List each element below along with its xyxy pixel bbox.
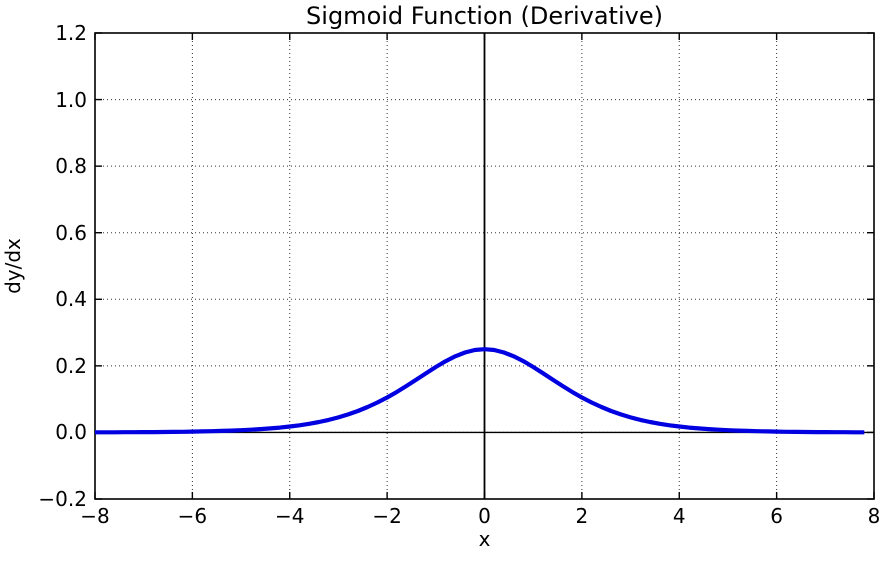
series-sigmoid-derivative bbox=[95, 347, 865, 435]
x-tick-label: −8 bbox=[80, 504, 110, 528]
y-tick-label: −0.2 bbox=[38, 487, 87, 511]
y-tick-label: 0.4 bbox=[55, 287, 87, 312]
axes-spines bbox=[94, 32, 875, 500]
chart-title: Sigmoid Function (Derivative) bbox=[306, 2, 663, 30]
y-tick-label: 0.8 bbox=[55, 154, 87, 179]
x-tick-label: −4 bbox=[275, 504, 305, 528]
x-tick-label: 2 bbox=[575, 504, 589, 528]
x-tick-label: 6 bbox=[770, 504, 783, 528]
x-tick-label: 4 bbox=[672, 504, 686, 528]
y-tick-label: 1.2 bbox=[55, 21, 87, 45]
y-tick-label: 1.0 bbox=[55, 87, 87, 112]
x-tick-label: 8 bbox=[867, 504, 881, 528]
y-tick-label: 0.2 bbox=[55, 353, 87, 378]
y-tick-label: 0.6 bbox=[55, 220, 87, 245]
x-tick-label: −6 bbox=[177, 504, 208, 528]
y-tick-label: 0.0 bbox=[55, 420, 87, 445]
x-tick-label: −2 bbox=[372, 504, 402, 528]
x-axis-label: x bbox=[478, 527, 491, 551]
x-tick-label: 0 bbox=[478, 504, 491, 528]
